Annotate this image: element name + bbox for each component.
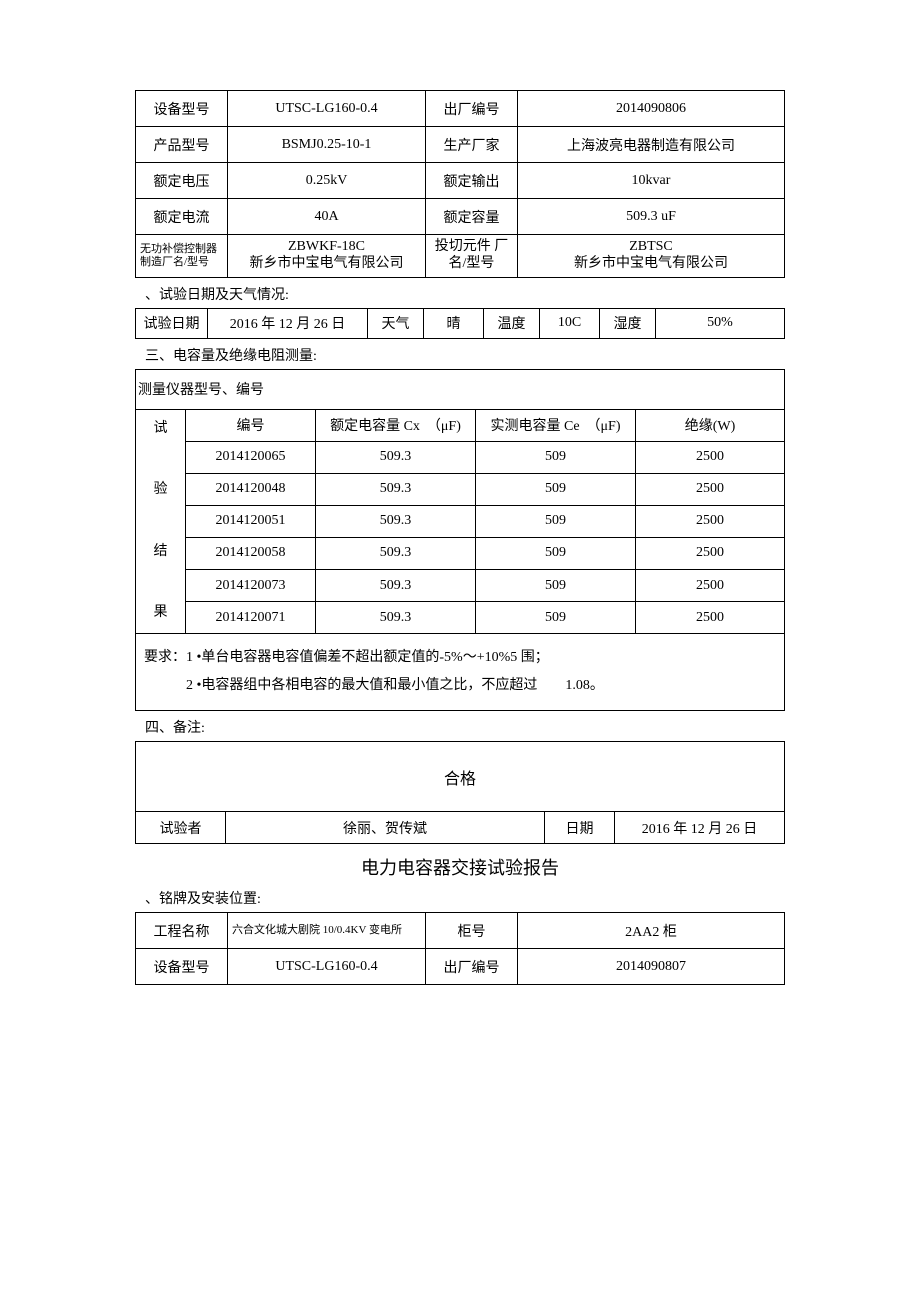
report-title: 电力电容器交接试验报告: [135, 854, 785, 880]
value-switch-component: ZBTSC 新乡市中宝电气有限公司: [518, 235, 785, 278]
hdr-id: 编号: [186, 409, 316, 441]
value-device-model-2: UTSC-LG160-0.4: [228, 949, 426, 985]
value-tester: 徐丽、贺传斌: [226, 812, 545, 844]
label-result-date: 日期: [544, 812, 614, 844]
table-row: 2014120071 509.3 509 2500: [136, 602, 785, 634]
table-row: 2014120065 509.3 509 2500: [136, 441, 785, 473]
value-manufacturer: 上海波亮电器制造有限公司: [518, 127, 785, 163]
value-rated-output: 10kvar: [518, 163, 785, 199]
section-test-date-label: 、试验日期及天气情况:: [145, 284, 785, 304]
label-rated-capacity: 额定容量: [426, 199, 518, 235]
test-conditions-table: 试验日期 2016 年 12 月 26 日 天气 晴 温度 10C 湿度 50%: [135, 308, 785, 339]
value-rated-capacity: 509.3 uF: [518, 199, 785, 235]
label-humidity: 湿度: [600, 308, 656, 338]
section-nameplate-label: 、铭牌及安装位置:: [145, 888, 785, 908]
section-remarks-label: 四、备注:: [145, 717, 785, 737]
table-row: 2014120048 509.3 509 2500: [136, 473, 785, 505]
table-row: 2014120051 509.3 509 2500: [136, 505, 785, 537]
label-device-model: 设备型号: [136, 91, 228, 127]
label-tester: 试验者: [136, 812, 226, 844]
label-cabinet: 柜号: [426, 913, 518, 949]
table-row: 2014120073 509.3 509 2500: [136, 569, 785, 601]
label-rated-voltage: 额定电压: [136, 163, 228, 199]
label-manufacturer: 生产厂家: [426, 127, 518, 163]
value-weather: 晴: [424, 308, 484, 338]
value-serial: 2014090806: [518, 91, 785, 127]
equipment-spec-table-2: 工程名称 六合文化城大剧院 10/0.4KV 变电所 柜号 2AA2 柜 设备型…: [135, 912, 785, 985]
value-humidity: 50%: [656, 308, 785, 338]
label-rated-output: 额定输出: [426, 163, 518, 199]
value-serial-2: 2014090807: [518, 949, 785, 985]
label-controller: 无功补偿控制器 制造厂名/型号: [136, 235, 228, 278]
label-project: 工程名称: [136, 913, 228, 949]
hdr-ins: 绝缘(W): [636, 409, 785, 441]
side-label-results: 试 验 结 果: [136, 409, 186, 634]
label-weather: 天气: [368, 308, 424, 338]
measurement-table: 测量仪器型号、编号 试 验 结 果 编号 额定电容量 Cx （μF) 实测电容量…: [135, 369, 785, 712]
value-rated-voltage: 0.25kV: [228, 163, 426, 199]
hdr-cx: 额定电容量 Cx （μF): [316, 409, 476, 441]
value-project: 六合文化城大剧院 10/0.4KV 变电所: [228, 913, 426, 949]
hdr-ce: 实测电容量 Ce （μF): [476, 409, 636, 441]
value-product-model: BSMJ0.25-10-1: [228, 127, 426, 163]
instrument-label: 测量仪器型号、编号: [136, 369, 785, 409]
label-rated-current: 额定电流: [136, 199, 228, 235]
value-device-model: UTSC-LG160-0.4: [228, 91, 426, 127]
label-serial: 出厂编号: [426, 91, 518, 127]
value-test-date: 2016 年 12 月 26 日: [208, 308, 368, 338]
label-temperature: 温度: [484, 308, 540, 338]
label-product-model: 产品型号: [136, 127, 228, 163]
label-switch-component: 投切元件 厂 名/型号: [426, 235, 518, 278]
table-row: 2014120058 509.3 509 2500: [136, 537, 785, 569]
requirements-text: 要求：1 •单台电容器电容值偏差不超出额定值的-5%～+10%5 围； 2 •电…: [136, 634, 785, 711]
pass-result: 合格: [136, 742, 785, 812]
value-cabinet: 2AA2 柜: [518, 913, 785, 949]
value-rated-current: 40A: [228, 199, 426, 235]
label-serial-2: 出厂编号: [426, 949, 518, 985]
value-controller: ZBWKF-18C 新乡市中宝电气有限公司: [228, 235, 426, 278]
label-test-date: 试验日期: [136, 308, 208, 338]
label-device-model-2: 设备型号: [136, 949, 228, 985]
value-temperature: 10C: [540, 308, 600, 338]
result-table: 合格 试验者 徐丽、贺传斌 日期 2016 年 12 月 26 日: [135, 741, 785, 844]
section-measurement-label: 三、电容量及绝缘电阻测量:: [145, 345, 785, 365]
value-result-date: 2016 年 12 月 26 日: [614, 812, 784, 844]
equipment-spec-table: 设备型号 UTSC-LG160-0.4 出厂编号 2014090806 产品型号…: [135, 90, 785, 278]
